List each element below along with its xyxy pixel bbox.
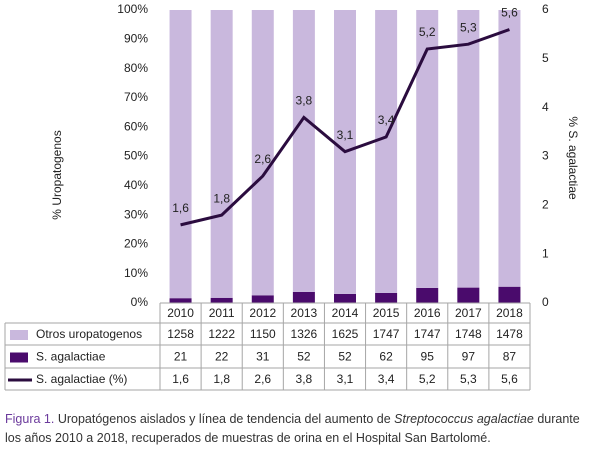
table-cell: 1748 <box>455 327 482 341</box>
legend-swatch <box>10 352 28 363</box>
y-tick-label: 80% <box>124 61 148 75</box>
data-label: 1,8 <box>213 191 230 205</box>
x-tick-label: 2014 <box>332 306 359 320</box>
bar-segment <box>210 10 233 298</box>
table-cell: 21 <box>174 350 188 364</box>
bar-segment <box>457 287 480 303</box>
data-label: 3,1 <box>337 128 354 142</box>
data-label: 5,3 <box>460 20 477 34</box>
x-tick-label: 2018 <box>496 306 523 320</box>
table-cell: 5,3 <box>460 372 477 386</box>
table-cell: 1625 <box>332 327 359 341</box>
y-tick-label: 0% <box>131 295 149 309</box>
bar-segment <box>416 287 439 303</box>
bar-segment <box>169 298 192 303</box>
bar-segment <box>375 292 398 303</box>
bar-segment <box>334 293 356 303</box>
bar-segment <box>457 10 480 288</box>
bar-segment <box>416 10 439 288</box>
bar-segment <box>375 10 398 293</box>
y-tick-label: 60% <box>124 119 148 133</box>
data-label: 5,2 <box>419 25 436 39</box>
chart: % Uropatogenos % S. agalactiae 0% 10% 20% 3… <box>4 2 580 391</box>
caption-species: Streptococcus agalactiae <box>394 412 534 426</box>
data-label: 2,6 <box>254 152 271 166</box>
y-tick-label: 50% <box>124 149 148 163</box>
legend-label: Otros uropatogenos <box>36 327 142 341</box>
x-tick-label: 2011 <box>209 306 235 320</box>
x-tick-label: 2016 <box>414 306 441 320</box>
y-axis-title: % Uropatogenos <box>50 130 64 219</box>
y-tick-label: 90% <box>124 31 148 45</box>
table-cell: 1747 <box>414 327 441 341</box>
table-cell: 52 <box>297 350 311 364</box>
caption-text: Uropatógenos aislados y línea de tendenc… <box>54 412 395 426</box>
y-tick-label: 40% <box>124 178 148 192</box>
table-cell: 1,6 <box>172 372 189 386</box>
bar-segment <box>498 286 521 303</box>
table-cell: 1258 <box>167 327 194 341</box>
table-cell: 31 <box>256 350 270 364</box>
data-label: 5,6 <box>501 6 518 20</box>
table-cell: 3,4 <box>378 372 395 386</box>
bar-segment <box>292 291 315 303</box>
bar-segment <box>251 10 274 296</box>
x-tick-label: 2017 <box>455 306 482 320</box>
table-cell: 5,2 <box>419 372 436 386</box>
legend-label: S. agalactiae <box>36 350 106 364</box>
table-cell: 95 <box>421 350 435 364</box>
table-cell: 1,8 <box>213 372 230 386</box>
bar-segment <box>292 10 315 292</box>
x-tick-label: 2013 <box>291 306 318 320</box>
caption: Figura 1. Uropatógenos aislados y línea … <box>5 410 585 448</box>
y-tick-label: 70% <box>124 90 148 104</box>
table-cell: 2,6 <box>254 372 271 386</box>
bar-segment <box>169 10 192 299</box>
table-cell: 1222 <box>208 327 235 341</box>
y2-tick-label: 0 <box>542 295 549 309</box>
legend-label: S. agalactiae (%) <box>36 372 127 386</box>
caption-label: Figura 1. <box>5 412 55 426</box>
y2-tick-label: 2 <box>542 198 549 212</box>
x-tick-label: 2010 <box>167 306 194 320</box>
y2-tick-label: 4 <box>542 100 549 114</box>
table-cell: 97 <box>462 350 476 364</box>
table-cell: 3,8 <box>296 372 313 386</box>
bar-segment <box>498 10 521 287</box>
caption-text: durante los años 2010 a 2018, recuperado… <box>5 412 580 445</box>
y2-tick-label: 3 <box>542 149 549 163</box>
table-cell: 5,6 <box>501 372 518 386</box>
table-cell: 1478 <box>496 327 523 341</box>
y-tick-label: 100% <box>117 2 148 16</box>
y2-tick-label: 1 <box>542 246 549 260</box>
x-tick-label: 2012 <box>249 306 276 320</box>
line <box>180 28 510 227</box>
table-cell: 62 <box>379 350 393 364</box>
data-label: 1,6 <box>172 201 189 215</box>
y-tick-label: 10% <box>124 266 148 280</box>
table-cell: 1150 <box>250 327 276 341</box>
table-cell: 87 <box>503 350 517 364</box>
bar-segment <box>251 295 274 303</box>
data-label: 3,8 <box>296 94 313 108</box>
bar-segment <box>210 297 233 303</box>
table-cell: 1326 <box>291 327 318 341</box>
y-tick-label: 20% <box>124 237 148 251</box>
table-cell: 52 <box>338 350 352 364</box>
legend-swatch <box>10 330 28 340</box>
y2-tick-label: 5 <box>542 51 549 65</box>
table-cell: 3,1 <box>337 372 354 386</box>
data-label: 3,4 <box>378 113 395 127</box>
y2-tick-label: 6 <box>542 2 549 16</box>
y2-axis-title: % S. agalactiae <box>566 116 580 200</box>
table-cell: 1747 <box>373 327 400 341</box>
y-tick-label: 30% <box>124 207 148 221</box>
table-cell: 22 <box>215 350 229 364</box>
x-tick-label: 2015 <box>373 306 400 320</box>
